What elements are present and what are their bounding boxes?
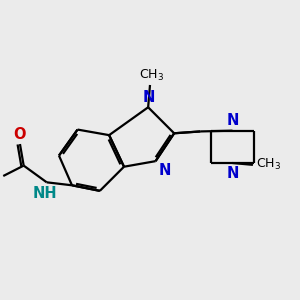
Text: O: O bbox=[14, 127, 26, 142]
Text: N: N bbox=[143, 90, 155, 105]
Text: NH: NH bbox=[32, 186, 57, 201]
Text: N: N bbox=[226, 166, 239, 181]
Text: N: N bbox=[226, 113, 239, 128]
Text: CH$_3$: CH$_3$ bbox=[139, 68, 164, 83]
Text: N: N bbox=[158, 163, 171, 178]
Text: CH$_3$: CH$_3$ bbox=[256, 157, 281, 172]
